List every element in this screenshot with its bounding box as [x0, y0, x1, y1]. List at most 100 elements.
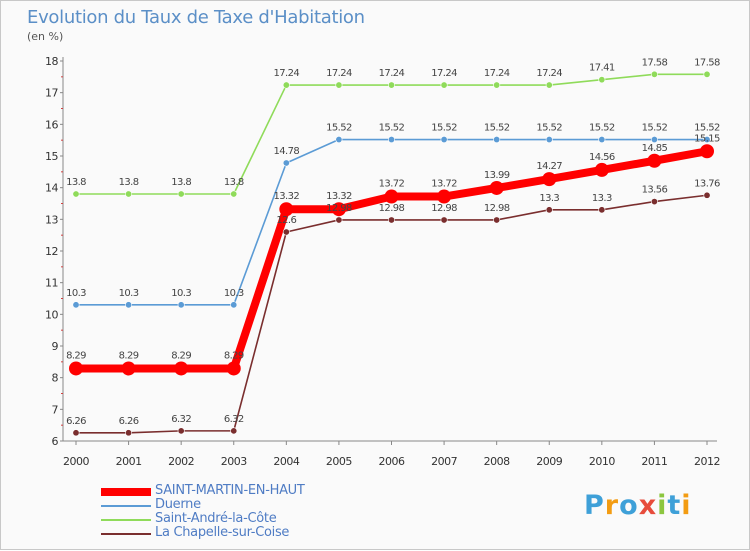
- data-point: [177, 427, 185, 435]
- data-point: [230, 301, 238, 309]
- x-tick-label: 2005: [326, 455, 352, 468]
- data-point: [545, 136, 553, 144]
- data-label: 13.56: [642, 185, 668, 196]
- data-point: [598, 136, 606, 144]
- y-tick-label: 14: [45, 182, 58, 195]
- data-label: 10.3: [66, 288, 86, 299]
- data-label: 13.99: [484, 170, 510, 181]
- data-point: [700, 144, 714, 159]
- chart-unit-label: (en %): [27, 30, 64, 43]
- data-point: [72, 429, 80, 437]
- data-label: 12.98: [484, 203, 510, 214]
- chart-title: Evolution du Taux de Taxe d'Habitation: [27, 7, 365, 28]
- legend-label: La Chapelle-sur-Coise: [155, 525, 290, 540]
- data-point: [125, 429, 133, 437]
- data-label: 15.52: [589, 123, 615, 134]
- y-tick-label: 17: [45, 87, 58, 100]
- data-point: [72, 190, 80, 198]
- data-point: [282, 81, 290, 89]
- data-label: 13.32: [274, 191, 300, 202]
- data-label: 6.32: [171, 414, 191, 425]
- data-label: 10.3: [224, 288, 244, 299]
- data-point: [703, 70, 711, 78]
- logo-letter: o: [619, 490, 639, 521]
- logo-letter: P: [584, 490, 605, 521]
- data-label: 13.8: [119, 177, 139, 188]
- x-tick-label: 2001: [116, 455, 142, 468]
- x-tick-label: 2007: [431, 455, 457, 468]
- data-label: 8.29: [224, 350, 244, 361]
- data-label: 14.27: [536, 161, 562, 172]
- data-label: 17.24: [536, 68, 562, 79]
- data-label: 10.3: [171, 288, 191, 299]
- data-point: [545, 81, 553, 89]
- y-tick-label: 11: [45, 277, 58, 290]
- data-label: 10.3: [119, 288, 139, 299]
- data-point: [230, 427, 238, 435]
- legend-swatch: [101, 533, 151, 535]
- data-point: [594, 162, 609, 177]
- data-point: [335, 81, 343, 89]
- data-point: [335, 136, 343, 144]
- data-point: [331, 202, 346, 217]
- data-label: 13.32: [326, 191, 352, 202]
- data-point: [279, 202, 294, 217]
- legend-swatch: [101, 488, 151, 496]
- x-tick-label: 2000: [63, 455, 89, 468]
- y-tick-label: 8: [52, 372, 59, 385]
- data-label: 8.29: [119, 350, 139, 361]
- y-tick-label: 15: [45, 150, 58, 163]
- x-tick-label: 2008: [484, 455, 510, 468]
- data-label: 17.24: [379, 68, 405, 79]
- y-tick-label: 9: [52, 340, 59, 353]
- data-point: [650, 136, 658, 144]
- data-label: 8.29: [171, 350, 191, 361]
- legend-label: SAINT-MARTIN-EN-HAUT: [155, 483, 305, 498]
- x-tick-label: 2003: [221, 455, 247, 468]
- logo-letter: r: [604, 490, 620, 521]
- y-tick-label: 16: [45, 118, 58, 131]
- data-label: 17.24: [484, 68, 510, 79]
- data-label: 13.3: [539, 193, 559, 204]
- data-labels: 8.29 8.29 8.29 8.29 13.32 13.32 13.72 13.72 13.9…: [66, 57, 721, 427]
- data-label: 13.72: [379, 179, 405, 190]
- data-point: [493, 136, 501, 144]
- data-label: 13.72: [431, 179, 457, 190]
- data-label: 15.52: [484, 123, 510, 134]
- x-tick-label: 2010: [589, 455, 615, 468]
- x-tick-label: 2006: [379, 455, 405, 468]
- data-label: 17.24: [431, 68, 457, 79]
- legend-label: Saint-André-la-Côte: [155, 511, 277, 526]
- data-label: 6.26: [66, 416, 86, 427]
- data-point: [282, 228, 290, 236]
- data-label: 14.85: [642, 143, 668, 154]
- data-label: 12.6: [276, 215, 296, 226]
- data-label: 13.8: [224, 177, 244, 188]
- data-point: [493, 216, 501, 224]
- legend-swatch: [101, 505, 151, 507]
- data-point: [121, 361, 136, 376]
- logo-letter: i: [657, 490, 668, 521]
- data-point: [384, 189, 399, 204]
- data-label: 8.29: [66, 350, 86, 361]
- data-label: 14.78: [274, 146, 300, 157]
- axes: 6 7 8 9 10 11 12 13 14 15 16 17 18 2000 2001 2002 2003 20…: [45, 55, 721, 468]
- data-label: 13.3: [592, 193, 612, 204]
- data-point: [545, 206, 553, 214]
- series-points: [69, 70, 714, 437]
- data-label: 15.52: [694, 123, 720, 134]
- data-point: [493, 81, 501, 89]
- data-point: [69, 361, 83, 376]
- data-point: [489, 180, 504, 195]
- data-point: [440, 81, 448, 89]
- data-label: 12.98: [379, 203, 405, 214]
- data-point: [647, 153, 662, 168]
- y-tick-label: 10: [45, 308, 58, 321]
- data-point: [125, 190, 133, 198]
- data-point: [226, 361, 241, 376]
- data-label: 15.52: [326, 123, 352, 134]
- data-label: 12.98: [431, 203, 457, 214]
- data-point: [72, 301, 80, 309]
- legend-swatch: [101, 519, 151, 521]
